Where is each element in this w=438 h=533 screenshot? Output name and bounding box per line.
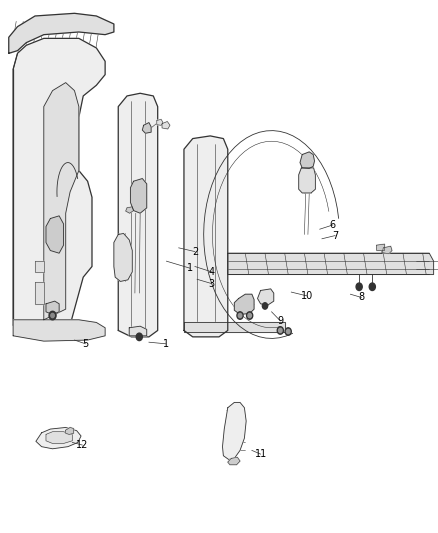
Text: 8: 8	[358, 293, 364, 302]
Polygon shape	[162, 122, 170, 129]
Circle shape	[247, 312, 253, 319]
Circle shape	[286, 329, 290, 334]
Circle shape	[49, 311, 56, 320]
Polygon shape	[382, 246, 392, 254]
Text: 5: 5	[82, 339, 88, 349]
Circle shape	[369, 283, 375, 290]
Polygon shape	[377, 244, 385, 251]
Circle shape	[356, 283, 362, 290]
Circle shape	[238, 313, 242, 318]
Polygon shape	[142, 123, 151, 133]
Text: 3: 3	[208, 279, 215, 288]
Polygon shape	[300, 152, 314, 168]
Polygon shape	[118, 93, 158, 337]
Polygon shape	[258, 289, 274, 305]
Polygon shape	[223, 402, 246, 459]
Circle shape	[136, 333, 142, 341]
Polygon shape	[228, 253, 434, 274]
Text: 9: 9	[277, 316, 283, 326]
Text: 11: 11	[254, 449, 267, 459]
Polygon shape	[44, 83, 79, 320]
Text: 1: 1	[162, 339, 169, 349]
Polygon shape	[13, 320, 105, 341]
Polygon shape	[184, 322, 285, 332]
Circle shape	[277, 327, 283, 334]
Polygon shape	[114, 233, 132, 281]
Polygon shape	[46, 216, 64, 253]
Polygon shape	[184, 136, 228, 337]
Circle shape	[248, 313, 251, 318]
Polygon shape	[36, 427, 81, 449]
Text: 10: 10	[300, 291, 313, 301]
Circle shape	[279, 328, 282, 333]
Polygon shape	[299, 168, 315, 193]
Polygon shape	[35, 261, 44, 272]
Text: 6: 6	[330, 220, 336, 230]
Text: 4: 4	[208, 267, 215, 277]
Polygon shape	[46, 301, 59, 314]
Circle shape	[285, 328, 291, 335]
Text: 1: 1	[187, 263, 193, 273]
Polygon shape	[13, 38, 105, 325]
Polygon shape	[228, 457, 240, 465]
Polygon shape	[129, 326, 147, 336]
Polygon shape	[66, 427, 74, 434]
Polygon shape	[157, 119, 163, 125]
Circle shape	[237, 312, 243, 319]
Polygon shape	[131, 179, 147, 213]
Polygon shape	[35, 282, 44, 304]
Text: 7: 7	[332, 231, 338, 240]
Circle shape	[51, 313, 54, 318]
Text: 12: 12	[76, 440, 88, 450]
Polygon shape	[46, 432, 72, 443]
Polygon shape	[126, 207, 134, 213]
Polygon shape	[9, 13, 114, 53]
Polygon shape	[234, 294, 254, 314]
Circle shape	[262, 303, 268, 309]
Text: 2: 2	[192, 247, 198, 256]
